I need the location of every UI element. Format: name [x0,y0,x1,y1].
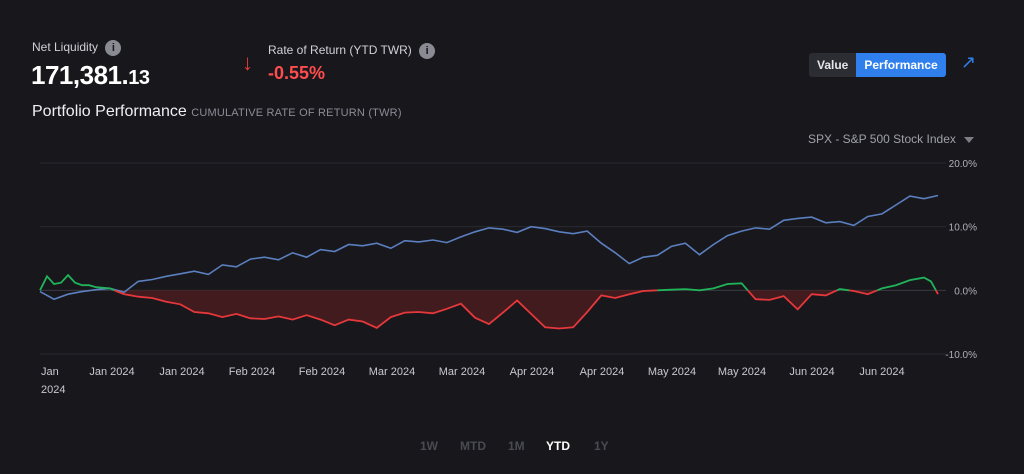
y-tick-label: 10.0% [949,223,977,234]
value-toggle-button[interactable]: Value [809,53,857,77]
x-tick-label: Feb 2024 [229,366,275,378]
range-mtd-button[interactable]: MTD [460,439,486,453]
range-1y-button[interactable]: 1Y [594,439,609,453]
performance-toggle-button[interactable]: Performance [856,53,946,77]
y-tick-label: 20.0% [949,159,977,170]
benchmark-select[interactable]: SPX - S&P 500 Stock Index [808,132,974,146]
range-selector: 1W MTD 1M YTD 1Y [420,439,624,453]
info-icon[interactable]: i [105,40,122,56]
portfolio-series-line-positive [39,273,937,292]
page-title: Portfolio Performance [32,103,187,120]
arrow-down-icon: ↓ [242,50,253,75]
x-tick-label: Mar 2024 [369,366,415,378]
y-tick-label: -10.0% [945,350,977,361]
x-tick-label: Apr 2024 [510,366,555,378]
spx-series-line [39,194,939,301]
x-tick-label: Feb 2024 [299,366,345,378]
x-tick-label: May 2024 [718,366,766,378]
range-1m-button[interactable]: 1M [508,439,525,453]
x-tick-label: Apr 2024 [580,366,625,378]
benchmark-select-value: SPX - S&P 500 Stock Index [808,132,956,146]
x-tick-label: Mar 2024 [439,366,485,378]
x-tick-label: Jan [41,366,59,378]
x-tick-label: Jun 2024 [859,366,904,378]
chart-title-row: Portfolio Performance CUMULATIVE RATE OF… [32,103,402,121]
x-tick-label: Jun 2024 [789,366,834,378]
ror-value: -0.55% [268,63,326,83]
x-tick-label: 2024 [41,384,65,396]
page-subtitle: CUMULATIVE RATE OF RETURN (TWR) [191,107,402,119]
net-liquidity-decimals: 13 [128,67,150,89]
range-ytd-button[interactable]: YTD [546,439,570,453]
info-icon[interactable]: i [419,43,436,59]
view-toggle: Value Performance [809,53,946,77]
y-tick-label: 0.0% [954,286,977,297]
x-tick-label: May 2024 [648,366,696,378]
expand-icon[interactable]: ↗ [961,52,977,72]
portfolio-series-line-negative [114,289,939,330]
net-liquidity-int: 171,381. [31,60,129,90]
chevron-down-icon [963,136,974,143]
range-1w-button[interactable]: 1W [420,439,438,453]
x-tick-label: Jan 2024 [159,366,204,378]
ror-label-row: Rate of Return (YTD TWR) i [268,43,436,59]
net-liquidity-label: Net Liquidity [32,40,99,55]
net-liquidity-value: 171,381.13 [31,60,150,91]
ror-label: Rate of Return (YTD TWR) [268,43,412,58]
x-tick-label: Jan 2024 [89,366,134,378]
net-liquidity-label-row: Net Liquidity i [32,40,122,56]
performance-chart: 20.0% 10.0% 0.0% -10.0% Jan 2024 Jan 2024 Jan … [39,159,977,396]
